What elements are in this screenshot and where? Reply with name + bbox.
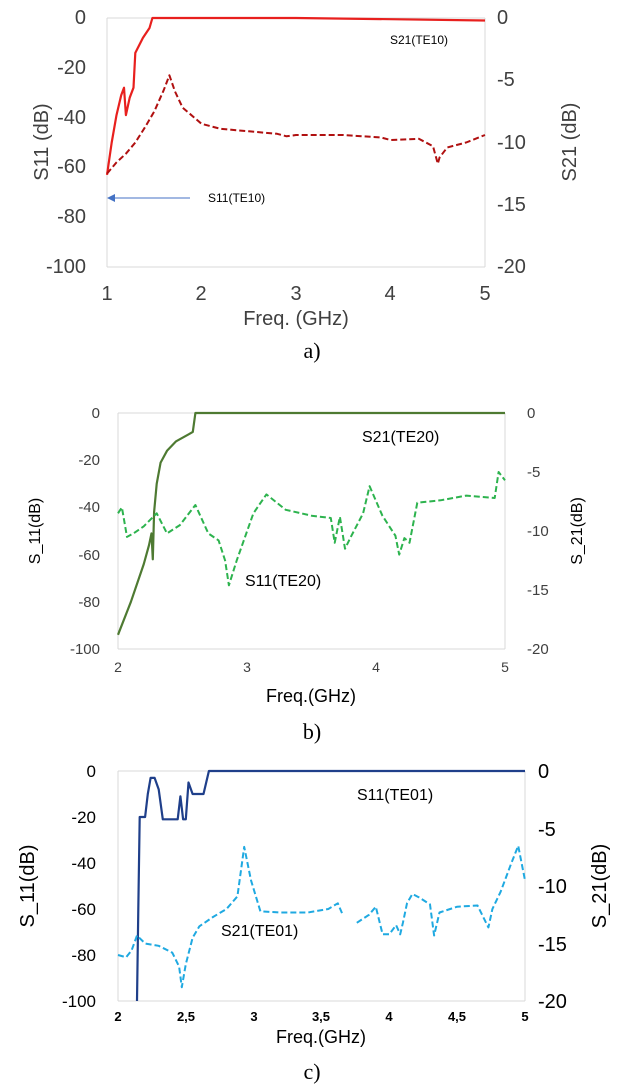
chart-c-xtick: 4,5 xyxy=(448,1009,466,1024)
chart-c-ytick-left: -20 xyxy=(71,808,96,827)
chart-b-ylabel-right: S_21(dB) xyxy=(569,497,586,565)
chart-b-caption: b) xyxy=(303,719,321,744)
chart-c-ytick-left: -100 xyxy=(62,992,96,1011)
chart-c-xtick: 4 xyxy=(385,1009,393,1024)
chart-c-ytick-left: -60 xyxy=(71,900,96,919)
chart-c-series-s21-te01 xyxy=(117,844,526,989)
chart-a-ytick-left: -40 xyxy=(57,107,86,129)
chart-a-ytick-right: -10 xyxy=(497,132,526,154)
chart-c-xtick: 2 xyxy=(114,1009,121,1024)
chart-b: 0 -20 -40 -60 -80 -100 0 -5 -10 -15 -20 … xyxy=(27,405,586,744)
chart-b-ytick-right: -20 xyxy=(527,641,549,658)
chart-c-xtick: 3,5 xyxy=(312,1009,330,1024)
chart-a-ytick-left: -20 xyxy=(57,57,86,79)
chart-b-ytick-left: -20 xyxy=(78,452,100,469)
chart-b-xtick: 4 xyxy=(372,659,380,675)
chart-b-xtick: 5 xyxy=(501,659,509,675)
chart-c-ytick-left: -80 xyxy=(71,946,96,965)
chart-c-series-s11-te01 xyxy=(135,769,525,1002)
chart-b-annotation-s11: S11(TE20) xyxy=(245,573,321,590)
chart-c-annotation-s11: S11(TE01) xyxy=(357,787,433,804)
chart-b-ylabel-left: S_11(dB) xyxy=(27,498,44,564)
chart-c-ytick-right: -20 xyxy=(538,991,567,1013)
chart-a-x-ticks: 1 2 3 4 5 xyxy=(101,283,490,305)
chart-a-xtick: 2 xyxy=(195,283,206,305)
chart-b-ytick-left: -100 xyxy=(70,641,100,658)
chart-a-series-s21-te10 xyxy=(105,16,486,176)
chart-a-annotation-s21: S21(TE10) xyxy=(390,33,448,47)
chart-a-ytick-right: 0 xyxy=(497,7,508,29)
chart-c-y-ticks-left: 0 -20 -40 -60 -80 -100 xyxy=(62,762,96,1011)
chart-b-ytick-right: 0 xyxy=(527,405,535,422)
chart-a-ytick-left: 0 xyxy=(75,7,86,29)
series-layer xyxy=(105,16,526,1002)
chart-c-xtick: 3 xyxy=(250,1009,257,1024)
chart-a-caption: a) xyxy=(303,338,320,363)
chart-a-y-ticks-left: 0 -20 -40 -60 -80 -100 xyxy=(46,7,86,278)
chart-c-xlabel: Freq.(GHz) xyxy=(276,1027,366,1047)
chart-b-y-ticks-left: 0 -20 -40 -60 -80 -100 xyxy=(70,405,100,658)
chart-a-ytick-left: -80 xyxy=(57,206,86,228)
chart-c-ytick-right: -15 xyxy=(538,934,567,956)
chart-c-ytick-right: -10 xyxy=(538,876,567,898)
chart-c-ylabel-left: S_11(dB) xyxy=(17,844,39,927)
chart-c-ytick-right: -5 xyxy=(538,819,556,841)
chart-c-ytick-right: 0 xyxy=(538,761,549,783)
chart-b-ytick-left: 0 xyxy=(92,405,100,422)
chart-b-ytick-left: -60 xyxy=(78,547,100,564)
chart-a-ylabel-left: S11 (dB) xyxy=(31,103,53,180)
chart-a-ytick-right: -20 xyxy=(497,256,526,278)
chart-b-ytick-left: -40 xyxy=(78,499,100,516)
chart-b-annotation-s21: S21(TE20) xyxy=(362,429,439,446)
chart-b-ytick-right: -15 xyxy=(527,582,549,599)
chart-a-xlabel: Freq. (GHz) xyxy=(243,308,349,330)
chart-a-ytick-right: -15 xyxy=(497,194,526,216)
chart-a-xtick: 5 xyxy=(479,283,490,305)
chart-a-ytick-right: -5 xyxy=(497,69,515,91)
chart-a-annotation-arrowhead xyxy=(107,194,115,202)
chart-b-ytick-right: -10 xyxy=(527,523,549,540)
chart-c: 0 -20 -40 -60 -80 -100 0 -5 -10 -15 -20 … xyxy=(17,761,611,1084)
chart-b-y-ticks-right: 0 -5 -10 -15 -20 xyxy=(527,405,549,658)
chart-b-ytick-left: -80 xyxy=(78,594,100,611)
chart-a-ylabel-right: S21 (dB) xyxy=(559,103,581,182)
chart-a-xtick: 4 xyxy=(384,283,395,305)
chart-b-xtick: 3 xyxy=(243,659,251,675)
chart-c-y-ticks-right: 0 -5 -10 -15 -20 xyxy=(538,761,567,1013)
chart-a-series-s11-te10 xyxy=(106,74,486,175)
chart-c-xtick: 5 xyxy=(521,1009,528,1024)
chart-a: 0 -20 -40 -60 -80 -100 0 -5 -10 -15 -20 … xyxy=(31,7,581,363)
chart-a-xtick: 1 xyxy=(101,283,112,305)
chart-b-series-s11-te20 xyxy=(117,471,506,587)
chart-b-xlabel: Freq.(GHz) xyxy=(266,686,356,706)
chart-b-x-ticks: 2 3 4 5 xyxy=(114,659,509,675)
chart-c-ylabel-right: S_21(dB) xyxy=(589,844,611,929)
chart-c-annotation-s21: S21(TE01) xyxy=(221,923,298,940)
chart-c-ytick-left: 0 xyxy=(87,762,96,781)
chart-a-annotation-s11: S11(TE10) xyxy=(208,191,265,205)
chart-c-ytick-left: -40 xyxy=(71,854,96,873)
chart-a-y-ticks-right: 0 -5 -10 -15 -20 xyxy=(497,7,526,278)
chart-c-caption: c) xyxy=(303,1059,320,1084)
chart-a-ytick-left: -100 xyxy=(46,256,86,278)
chart-a-ytick-left: -60 xyxy=(57,156,86,178)
chart-c-xtick: 2,5 xyxy=(177,1009,195,1024)
chart-b-series-s21-te20 xyxy=(116,411,505,636)
chart-b-ytick-right: -5 xyxy=(527,464,540,481)
chart-a-xtick: 3 xyxy=(290,283,301,305)
chart-b-xtick: 2 xyxy=(114,659,122,675)
chart-c-x-ticks: 2 2,5 3 3,5 4 4,5 5 xyxy=(114,1009,528,1024)
